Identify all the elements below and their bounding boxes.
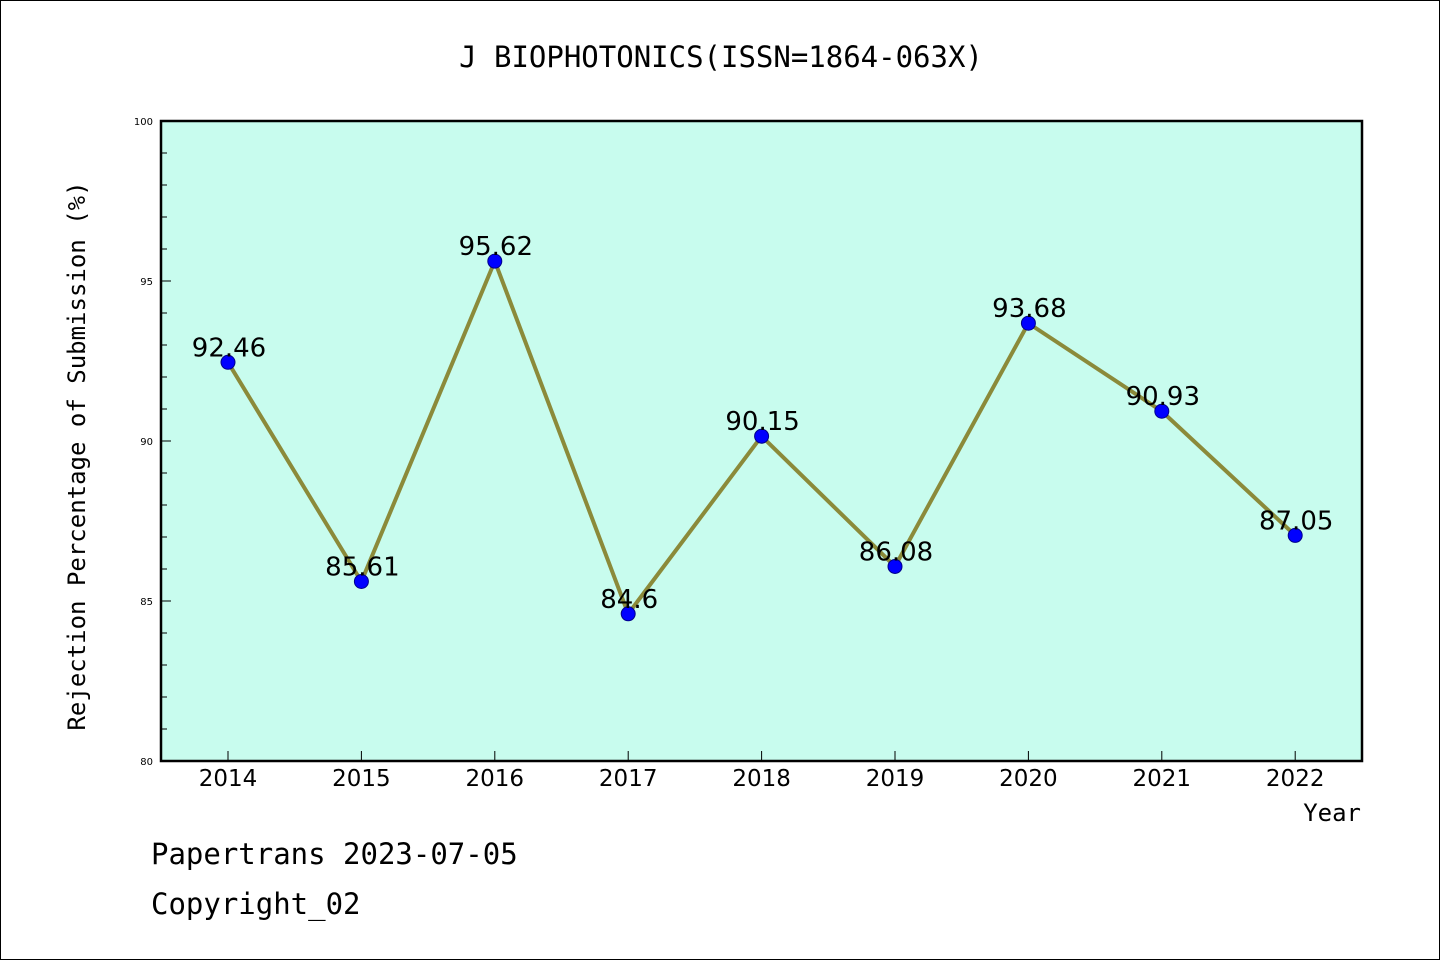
y-tick-label: 90	[140, 437, 153, 448]
series-line-group	[220, 253, 1303, 622]
chart-title: J BIOPHOTONICS(ISSN=1864-063X)	[459, 40, 983, 74]
data-point	[620, 606, 636, 622]
x-axis-label: Year	[1303, 799, 1361, 827]
data-point	[1287, 527, 1303, 543]
data-label: 87.05	[1259, 506, 1333, 536]
data-label: 84.6	[600, 585, 658, 615]
data-label: 95.62	[459, 232, 533, 262]
data-label: 93.68	[992, 294, 1066, 324]
y-tick-label: 80	[140, 757, 153, 768]
data-label: 90.93	[1126, 382, 1200, 412]
data-point	[1154, 403, 1170, 419]
data-labels: 92.46 85.61 95.62 84.6 90.15 86.08 93.68 90.93 8…	[192, 232, 1334, 615]
data-label: 85.61	[325, 552, 399, 582]
y-axis-label: Rejection Percentage of Submission (%)	[63, 181, 91, 730]
x-tick-label: 2019	[866, 766, 925, 792]
x-tick-label: 2015	[332, 766, 391, 792]
footer-date: Papertrans 2023-07-05	[151, 837, 518, 871]
x-tick-label: 2014	[199, 766, 258, 792]
data-label: 90.15	[725, 407, 799, 437]
footer-copyright: Copyright_02	[151, 887, 361, 921]
y-axis: 80 85 90 95 100	[134, 117, 171, 768]
x-axis: 2014 2015 2016 2017 2018 2019 2020 2021 2022	[199, 751, 1325, 792]
data-label: 92.46	[192, 333, 266, 363]
x-tick-label: 2017	[599, 766, 658, 792]
x-tick-label: 2018	[732, 766, 791, 792]
x-tick-label: 2016	[466, 766, 525, 792]
data-label: 86.08	[859, 537, 933, 567]
y-tick-label: 100	[134, 117, 153, 128]
data-point	[353, 573, 369, 589]
x-tick-label: 2020	[999, 766, 1058, 792]
data-point	[1020, 315, 1036, 331]
y-tick-label: 95	[140, 277, 153, 288]
y-tick-label: 85	[140, 597, 153, 608]
data-point	[487, 253, 503, 269]
data-point	[754, 428, 770, 444]
data-point	[887, 558, 903, 574]
x-tick-label: 2021	[1133, 766, 1192, 792]
data-point	[220, 354, 236, 370]
x-tick-label: 2022	[1266, 766, 1325, 792]
